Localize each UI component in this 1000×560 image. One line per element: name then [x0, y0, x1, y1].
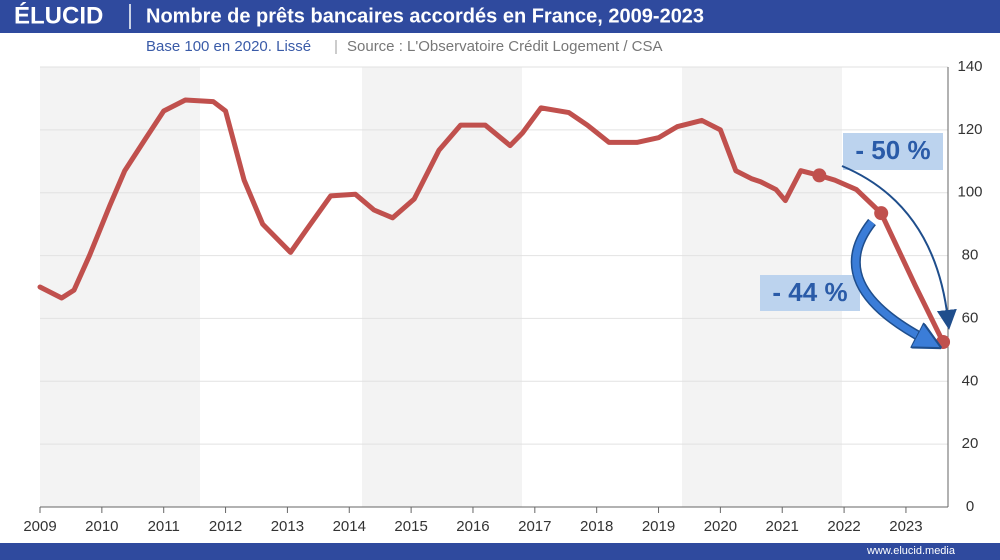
x-tick-label: 2018 — [580, 518, 613, 535]
y-tick-label: 20 — [962, 435, 979, 452]
y-tick-label: 120 — [957, 121, 982, 138]
x-tick-label: 2022 — [827, 518, 860, 535]
marker — [936, 335, 951, 349]
x-tick-label: 2010 — [85, 518, 118, 535]
arrow — [852, 219, 926, 340]
subtitle: Base 100 en 2020. Lissé — [146, 38, 311, 55]
y-tick-label: 80 — [962, 247, 979, 264]
y-tick-label: 40 — [962, 372, 979, 389]
x-tick-label: 2020 — [704, 518, 737, 535]
annotation-box — [760, 275, 860, 311]
annotation-box — [843, 133, 943, 170]
y-tick-label: 0 — [966, 498, 974, 515]
x-tick-label: 2019 — [642, 518, 675, 535]
line — [37, 97, 946, 345]
x-tick-label: 2012 — [209, 518, 242, 535]
header-band — [0, 0, 1000, 33]
x-tick-label: 2021 — [766, 518, 799, 535]
x-tick-label: 2015 — [394, 518, 427, 535]
x-tick-label: 2014 — [333, 518, 366, 535]
marker — [874, 206, 889, 221]
marker — [812, 168, 827, 183]
annotation: - 50 % — [855, 135, 930, 165]
x-tick-label: 2013 — [271, 518, 304, 535]
x-tick-label: 2011 — [148, 518, 180, 535]
x-tick-label: 2023 — [889, 518, 922, 535]
brand: ÉLUCID — [14, 1, 103, 29]
chart-title: Nombre de prêts bancaires accordés en Fr… — [146, 5, 704, 27]
x-tick-label: 2017 — [518, 518, 551, 535]
footer: www.elucid.media — [866, 545, 956, 557]
y-tick-label: 140 — [957, 58, 982, 75]
y-tick-label: 100 — [957, 184, 982, 201]
x-tick-label: 2016 — [456, 518, 489, 535]
source: Source : L'Observatoire Crédit Logement … — [347, 38, 663, 55]
footer-band — [0, 543, 1000, 560]
y-tick-label: 60 — [962, 309, 979, 326]
annotation: - 44 % — [772, 277, 847, 307]
arrow — [841, 165, 957, 330]
x-tick-label: 2009 — [23, 518, 56, 535]
